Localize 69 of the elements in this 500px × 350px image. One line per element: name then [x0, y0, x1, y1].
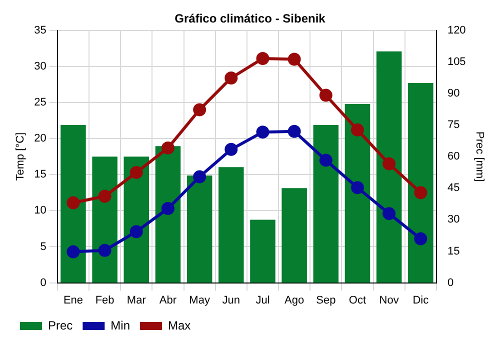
bar	[344, 104, 370, 283]
point	[193, 170, 206, 184]
x-tick-label: Sep	[316, 294, 336, 306]
y2-axis-title: Prec [mm]	[473, 132, 486, 182]
point	[98, 190, 112, 203]
legend-label: Min	[110, 318, 130, 332]
bar	[250, 220, 276, 283]
y-tick-label: 25	[34, 96, 46, 109]
point	[161, 202, 174, 216]
y2-tick-label: 60	[447, 150, 460, 163]
x-tick-label: Jun	[222, 294, 240, 306]
point	[382, 207, 396, 220]
point	[98, 244, 112, 257]
bar	[282, 188, 307, 283]
x-tick-label: Ene	[63, 294, 84, 306]
y2-tick-label: 0	[447, 276, 454, 289]
point	[224, 142, 238, 156]
bar	[155, 146, 181, 283]
y2-tick-label: 15	[447, 245, 460, 258]
bar	[186, 176, 212, 283]
y-tick-label: 0	[40, 276, 46, 289]
point	[319, 154, 332, 167]
point	[382, 157, 396, 170]
y-tick-label: 5	[40, 240, 46, 253]
y-tick-label: 35	[34, 24, 46, 36]
x-tick-label: Mar	[126, 294, 146, 306]
y-axis-title: Temp [°C]	[14, 132, 27, 181]
point	[256, 126, 270, 139]
y-tick-label: 15	[34, 168, 46, 181]
x-tick-label: May	[189, 294, 210, 306]
point	[130, 225, 143, 238]
point	[288, 52, 301, 66]
y-tick-label: 30	[34, 60, 46, 72]
point	[66, 196, 80, 210]
bar	[313, 125, 339, 283]
y2-tick-label: 105	[447, 56, 466, 68]
bar	[408, 82, 434, 283]
x-tick-label: Jul	[256, 294, 270, 306]
legend-label: Max	[168, 318, 191, 332]
point	[414, 186, 428, 200]
point	[224, 71, 238, 84]
y2-tick-label: 120	[447, 24, 466, 36]
legend-label: Prec	[48, 318, 73, 332]
y2-tick-label: 45	[447, 182, 460, 194]
point	[130, 166, 143, 179]
x-tick-label: Abr	[159, 294, 177, 306]
point	[193, 103, 206, 116]
y2-tick-label: 90	[447, 88, 460, 100]
x-tick-label: Oct	[348, 294, 366, 306]
bar	[218, 167, 244, 283]
point	[66, 245, 80, 258]
point	[350, 181, 364, 194]
x-tick-label: Dic	[412, 294, 430, 306]
point	[288, 124, 301, 138]
y-tick-label: 20	[34, 132, 46, 145]
point	[414, 232, 428, 246]
point	[161, 141, 174, 154]
point	[350, 123, 364, 136]
x-tick-label: Ago	[284, 294, 304, 306]
y-tick-label: 10	[34, 204, 46, 217]
x-tick-label: Feb	[95, 294, 114, 306]
point	[256, 52, 270, 66]
chart-title: Gráfico climático - Sibenik	[174, 12, 326, 26]
y2-tick-label: 30	[447, 214, 460, 226]
bar	[376, 51, 402, 283]
x-tick-label: Nov	[379, 294, 400, 306]
bar	[60, 125, 86, 283]
point	[319, 88, 332, 102]
y2-tick-label: 75	[447, 119, 460, 132]
